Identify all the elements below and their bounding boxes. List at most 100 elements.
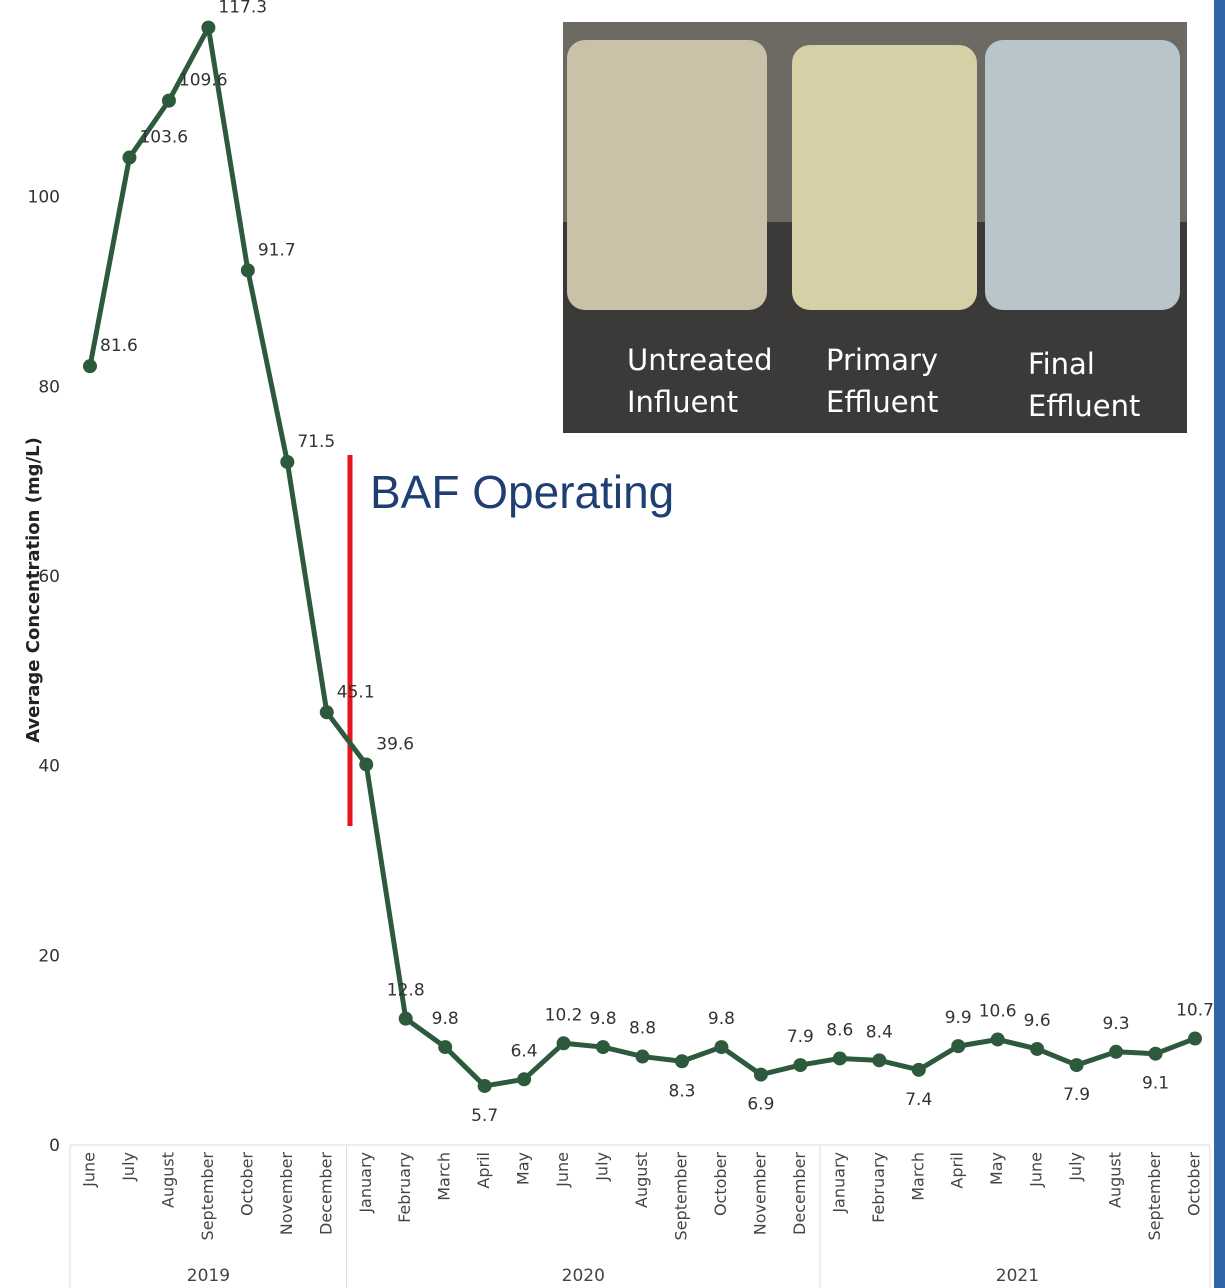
x-tick-label: September bbox=[1145, 1152, 1164, 1241]
x-tick-label: June bbox=[80, 1152, 99, 1188]
data-label: 8.6 bbox=[826, 1020, 853, 1040]
x-tick-label: May bbox=[987, 1152, 1006, 1185]
data-label: 5.7 bbox=[471, 1106, 498, 1126]
x-group-label: 2021 bbox=[996, 1266, 1039, 1286]
photo-label: Effluent bbox=[826, 385, 938, 419]
x-group-label: 2020 bbox=[562, 1266, 605, 1286]
data-label: 7.4 bbox=[905, 1090, 932, 1110]
x-tick-label: October bbox=[711, 1152, 730, 1216]
data-label: 103.6 bbox=[139, 128, 188, 148]
data-point bbox=[1148, 1046, 1163, 1061]
data-point bbox=[753, 1067, 768, 1082]
y-tick-label: 80 bbox=[38, 377, 60, 397]
beaker bbox=[985, 40, 1180, 310]
photo: Untreated Influent Primary Effluent Final Eff… bbox=[563, 22, 1187, 433]
data-point bbox=[1069, 1058, 1084, 1073]
data-point bbox=[319, 705, 334, 720]
x-tick-label: July bbox=[1066, 1152, 1085, 1182]
data-point bbox=[911, 1062, 926, 1077]
data-point bbox=[161, 93, 176, 108]
data-label: 81.6 bbox=[100, 336, 138, 356]
x-tick-label: August bbox=[632, 1152, 651, 1208]
y-tick-label: 60 bbox=[38, 567, 60, 587]
photo-label: Influent bbox=[627, 385, 738, 419]
data-label: 8.4 bbox=[866, 1022, 893, 1042]
annotation-text: BAF Operating bbox=[370, 466, 674, 518]
data-point bbox=[1109, 1044, 1124, 1059]
x-tick-label: August bbox=[158, 1152, 177, 1208]
x-tick-label: May bbox=[514, 1152, 533, 1185]
data-label: 9.8 bbox=[708, 1009, 735, 1029]
photo-label: Untreated bbox=[627, 343, 773, 377]
data-label: 6.9 bbox=[747, 1095, 774, 1115]
x-tick-label: December bbox=[316, 1152, 335, 1235]
data-label: 7.9 bbox=[787, 1027, 814, 1047]
x-tick-label: October bbox=[237, 1152, 256, 1216]
photo-label: Primary bbox=[826, 343, 938, 377]
data-point bbox=[832, 1051, 847, 1066]
data-label: 39.6 bbox=[376, 734, 414, 754]
data-point bbox=[83, 359, 97, 374]
x-tick-label: April bbox=[474, 1152, 493, 1189]
x-tick-label: July bbox=[593, 1152, 612, 1182]
data-label: 10.6 bbox=[979, 1001, 1017, 1021]
y-tick-label: 40 bbox=[38, 757, 60, 777]
x-tick-label: November bbox=[277, 1152, 296, 1236]
x-tick-label: August bbox=[1106, 1152, 1125, 1208]
data-label: 109.6 bbox=[179, 71, 228, 91]
x-tick-label: March bbox=[435, 1152, 454, 1201]
data-point bbox=[1188, 1031, 1202, 1046]
data-point bbox=[674, 1054, 689, 1069]
x-tick-label: November bbox=[750, 1152, 769, 1236]
data-label: 8.3 bbox=[668, 1081, 695, 1101]
x-tick-label: October bbox=[1185, 1152, 1204, 1216]
y-tick-label: 20 bbox=[38, 946, 60, 966]
y-tick-label: 0 bbox=[49, 1136, 60, 1156]
x-tick-label: June bbox=[1027, 1152, 1046, 1188]
x-tick-label: September bbox=[198, 1152, 217, 1241]
data-label: 91.7 bbox=[258, 240, 296, 260]
data-point bbox=[990, 1032, 1005, 1047]
data-label: 7.9 bbox=[1063, 1085, 1090, 1105]
x-group-label: 2019 bbox=[187, 1266, 230, 1286]
x-tick-label: June bbox=[553, 1152, 572, 1188]
data-point bbox=[280, 454, 295, 469]
beaker bbox=[567, 40, 767, 310]
x-tick-label: December bbox=[790, 1152, 809, 1235]
data-label: 10.2 bbox=[545, 1005, 583, 1025]
data-point bbox=[872, 1053, 887, 1068]
data-point bbox=[556, 1036, 571, 1051]
data-label: 45.1 bbox=[337, 682, 375, 702]
x-tick-label: February bbox=[869, 1152, 888, 1223]
x-tick-label: January bbox=[829, 1152, 848, 1214]
data-label: 9.9 bbox=[945, 1008, 972, 1028]
data-point bbox=[793, 1058, 808, 1073]
data-point bbox=[122, 150, 137, 165]
data-label: 9.1 bbox=[1142, 1074, 1169, 1094]
y-axis-title: Average Concentration (mg/L) bbox=[23, 437, 44, 743]
data-label: 71.5 bbox=[297, 432, 335, 452]
data-label: 9.8 bbox=[432, 1009, 459, 1029]
photo-label: Effluent bbox=[1028, 389, 1140, 423]
data-point bbox=[359, 757, 374, 772]
x-tick-label: March bbox=[908, 1152, 927, 1201]
data-label: 117.3 bbox=[218, 0, 267, 18]
photo-label: Final bbox=[1028, 347, 1095, 381]
data-point bbox=[398, 1011, 413, 1026]
x-tick-label: April bbox=[948, 1152, 967, 1189]
data-point bbox=[240, 263, 255, 278]
data-point bbox=[635, 1049, 650, 1064]
data-point bbox=[517, 1072, 532, 1087]
x-tick-label: July bbox=[119, 1152, 138, 1182]
x-tick-label: January bbox=[356, 1152, 375, 1214]
data-label: 9.8 bbox=[590, 1009, 617, 1029]
data-point bbox=[714, 1040, 729, 1055]
data-point bbox=[201, 20, 216, 35]
data-label: 9.3 bbox=[1103, 1014, 1130, 1034]
data-label: 8.8 bbox=[629, 1019, 656, 1039]
x-tick-label: February bbox=[395, 1152, 414, 1223]
data-point bbox=[477, 1078, 492, 1093]
data-point bbox=[951, 1039, 966, 1054]
data-point bbox=[1030, 1041, 1045, 1056]
